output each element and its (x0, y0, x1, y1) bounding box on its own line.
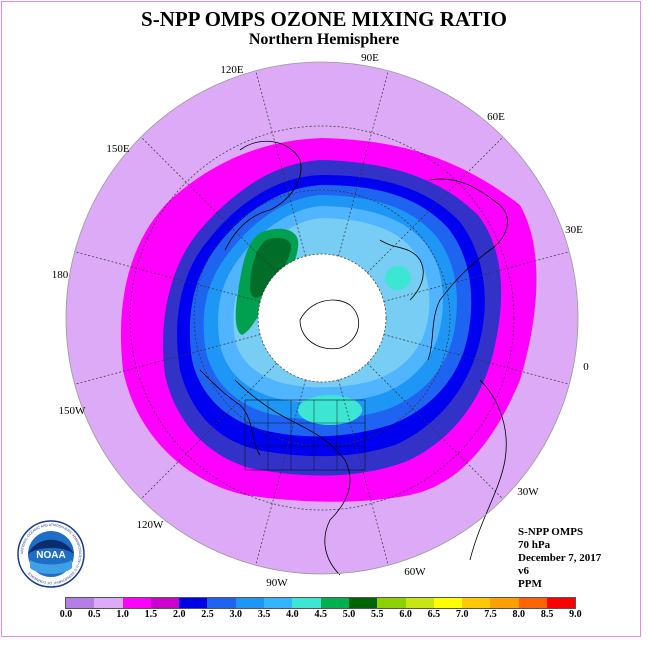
lon-label-30e: 30E (565, 224, 583, 236)
colorbar-swatch (518, 598, 548, 608)
lon-label-60e: 60E (487, 111, 505, 123)
us-states-grid (244, 399, 366, 471)
colorbar-tick-label: 5.0 (342, 609, 356, 620)
logo-bird (28, 539, 74, 554)
logo-text: NOAA (36, 550, 65, 561)
colorbar-ticks: 0.0 0.5 1.0 1.5 2.0 2.5 3.0 3.5 4.0 4.5 5.0 5.5 6.0 6… (0, 609, 648, 623)
colorbar-tick-label: 6.0 (399, 609, 412, 620)
lon-label-150w: 150W (59, 405, 87, 417)
info-units: PPM (518, 578, 542, 590)
info-date: December 7, 2017 (518, 552, 602, 564)
colorbar-tick-label: 2.5 (201, 609, 214, 620)
info-block: S-NPP OMPS 70 hPa December 7, 2017 v6 PP… (518, 526, 601, 591)
colorbar-swatch (66, 598, 95, 608)
figure-border (1, 1, 641, 637)
info-version: v6 (518, 565, 529, 577)
colorbar-swatch (462, 598, 491, 608)
meridian-line (255, 70, 306, 257)
colorbar-swatch (235, 598, 265, 608)
colorbar-swatch (207, 598, 236, 608)
high-patch-europe (385, 266, 411, 290)
colorbar-tick-label: 4.0 (286, 609, 299, 620)
lon-label-30w: 30W (517, 486, 539, 498)
lon-label-120e: 120E (220, 64, 244, 76)
colorbar-tick-label: 1.0 (116, 609, 129, 620)
colorbar-swatch (377, 598, 406, 608)
coast-scandinavia (379, 239, 424, 301)
colorbar-tick-label: 5.5 (371, 609, 384, 620)
colorbar-tick-label: 7.5 (484, 609, 497, 620)
colorbar-tick-label: 7.0 (455, 609, 469, 620)
info-instrument: S-NPP OMPS (518, 526, 584, 538)
logo-waves (30, 560, 72, 574)
coast-eurasia (427, 178, 508, 361)
meridian-line (338, 70, 389, 257)
colorbar-swatch (405, 598, 434, 608)
contour-5-0 (250, 238, 291, 298)
meridian-line (74, 251, 261, 302)
colorbar-tick-label: 1.5 (144, 609, 158, 620)
colorbar-swatch (320, 598, 349, 608)
lon-label-180: 180 (52, 269, 69, 281)
colorbar-tick-label: 2.0 (172, 609, 186, 620)
meridians (74, 70, 570, 566)
colorbar-tick-label: 3.0 (229, 609, 243, 620)
colorbar (65, 597, 577, 609)
colorbar-swatch (94, 598, 123, 608)
coast-greenland-arctic (299, 299, 360, 350)
colorbar-tick-label: 6.5 (427, 609, 441, 620)
map-outline (65, 61, 579, 575)
meridian-line (140, 136, 277, 273)
figure-title: S-NPP OMPS OZONE MIXING RATIO (141, 7, 507, 31)
meridian-line (367, 136, 504, 273)
coast-africa-west (469, 379, 507, 561)
meridian-line (383, 334, 570, 385)
colorbar-tick-label: 4.5 (314, 609, 327, 620)
lon-label-90e: 90E (361, 52, 379, 64)
colorbar-tick-label: 8.5 (540, 609, 554, 620)
colorbar-swatch (490, 598, 519, 608)
colorbar-swatch (150, 598, 180, 608)
meridian-line (140, 363, 277, 500)
lon-label-150e: 150E (106, 143, 130, 155)
colorbar-tick-label: 9.0 (569, 609, 582, 620)
meridian-line (338, 379, 389, 566)
coast-north-america (234, 379, 351, 576)
meridian-line (255, 379, 306, 566)
noaa-logo: NOAA NATIONAL OCEANIC AND ATMOSPHERIC AD… (17, 520, 85, 588)
meridian-line (383, 251, 570, 302)
colorbar-swatch (433, 598, 463, 608)
high-patch-canada (298, 395, 362, 425)
meridian-line (74, 334, 261, 385)
colorbar-tick-label: 8.0 (512, 609, 526, 620)
lon-label-120w: 120W (137, 519, 165, 531)
colorbar-tick-label: 0.5 (88, 609, 101, 620)
colorbar-swatch (122, 598, 151, 608)
info-level: 70 hPa (518, 539, 551, 551)
colorbar-swatch (264, 598, 293, 608)
colorbar-swatch (292, 598, 321, 608)
coastlines (199, 141, 508, 576)
lon-label-60w: 60W (404, 566, 426, 578)
colorbar-swatch (547, 598, 576, 608)
lon-label-90w: 90W (266, 577, 288, 589)
colorbar-tick-label: 3.5 (257, 609, 271, 620)
meridian-line (367, 363, 504, 500)
coast-alaska (199, 369, 261, 456)
lon-label-0: 0 (583, 361, 589, 373)
figure-subtitle: Northern Hemisphere (248, 31, 400, 48)
polar-night-no-data (258, 254, 386, 382)
coast-siberia-east (224, 141, 302, 251)
colorbar-swatch (348, 598, 378, 608)
us-state-lines (245, 400, 365, 470)
colorbar-tick-label: 0.0 (59, 609, 73, 620)
colorbar-swatch (179, 598, 208, 608)
